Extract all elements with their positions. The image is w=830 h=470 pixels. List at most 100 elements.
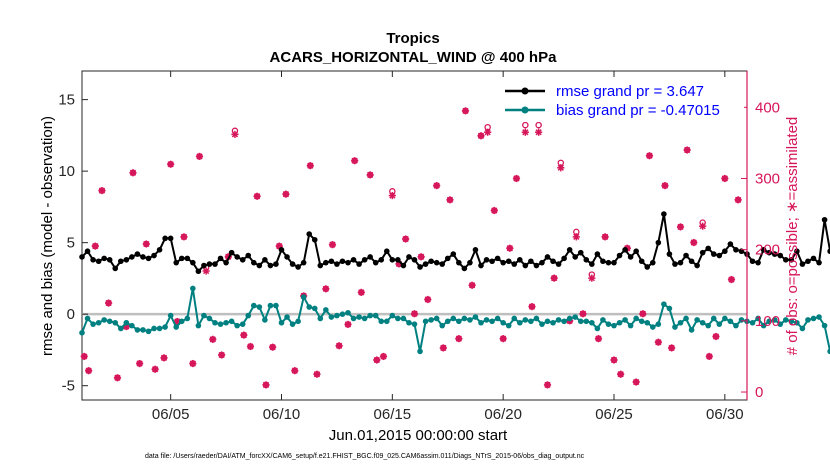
bias-point <box>106 318 113 325</box>
rmse-point <box>372 259 379 266</box>
obs-assimilated-point <box>410 310 419 318</box>
bias-point <box>334 312 340 319</box>
asterisk-stroke <box>418 253 425 260</box>
y-tick-label: 10 <box>58 163 75 180</box>
rmse-point <box>810 255 817 262</box>
bias-point <box>611 322 617 329</box>
rmse-point <box>339 258 346 265</box>
asterisk-stroke <box>105 299 112 307</box>
obs-assimilated-point <box>528 303 536 311</box>
bias-point <box>821 322 828 329</box>
bias-point <box>788 318 795 325</box>
rmse-point <box>356 261 362 267</box>
obs-assimilated-point <box>439 344 447 352</box>
rmse-point <box>561 255 567 262</box>
rmse-point <box>478 262 484 269</box>
obs-assimilated-point <box>246 342 255 351</box>
bias-point <box>145 328 152 335</box>
rmse-point <box>256 262 263 269</box>
bias-point <box>472 314 479 320</box>
bias-point <box>794 319 800 326</box>
bias-point <box>311 305 318 312</box>
obs-assimilated-point <box>610 356 618 364</box>
rmse-point <box>533 262 540 269</box>
obs-assimilated-point <box>98 186 106 195</box>
asterisk-stroke <box>455 335 462 342</box>
rmse-point <box>583 257 590 263</box>
obs-assimilated-point <box>167 160 175 168</box>
rmse-point <box>433 259 440 266</box>
bias-point <box>239 321 246 327</box>
asterisk-stroke <box>336 342 343 349</box>
obs-assimilated-point <box>535 128 543 136</box>
obs-assimilated-point <box>676 223 685 231</box>
obs-assimilated-point <box>588 274 596 282</box>
asterisk-stroke <box>610 356 618 364</box>
asterisk-stroke <box>573 233 580 240</box>
rmse-point <box>727 241 734 247</box>
bias-point <box>433 315 440 322</box>
rmse-point <box>821 216 828 223</box>
rmse-point <box>90 257 96 263</box>
obs-assimilated-point <box>282 190 290 198</box>
rmse-point <box>716 252 723 259</box>
bias-point <box>749 319 756 326</box>
asterisk-stroke <box>114 374 121 381</box>
rmse-point <box>228 249 235 256</box>
bias-point <box>805 317 811 323</box>
bias-point <box>483 317 490 323</box>
bias-point <box>522 317 529 323</box>
obs-assimilated-point <box>550 274 558 282</box>
bias-point <box>123 319 130 326</box>
asterisk-stroke <box>174 318 181 325</box>
legend-rmse-swatch-marker <box>521 87 529 95</box>
bias-point <box>289 321 296 327</box>
asterisk-stroke <box>253 193 261 200</box>
obs-assimilated-point <box>142 240 150 248</box>
rmse-point <box>334 261 340 267</box>
obs-assimilated-point <box>424 295 432 304</box>
asterisk-stroke <box>351 157 358 164</box>
rmse-point <box>190 259 196 266</box>
asterisk-stroke <box>690 239 697 246</box>
obs-assimilated-point <box>351 157 359 165</box>
bias-point <box>777 321 784 327</box>
rmse-point <box>722 248 728 255</box>
bias-point <box>478 319 484 326</box>
rmse-point <box>771 251 778 257</box>
bias-point <box>583 318 590 325</box>
bias-point <box>539 321 545 327</box>
rmse-point <box>389 257 396 263</box>
bias-point <box>594 325 601 332</box>
asterisk-stroke <box>551 275 558 282</box>
obs-assimilated-point <box>661 182 669 190</box>
rmse-point <box>594 251 601 257</box>
obs-assimilated-point <box>328 241 337 249</box>
bias-point <box>234 322 240 329</box>
obs-assimilated-point <box>468 281 476 289</box>
obs-assimilated-point <box>499 335 507 343</box>
bias-point <box>112 319 119 326</box>
rmse-point <box>544 254 551 260</box>
asterisk-stroke <box>557 164 564 171</box>
obs-assimilated-point <box>313 370 321 378</box>
asterisk-stroke <box>389 192 396 199</box>
bias-point <box>555 317 562 323</box>
bias-point <box>755 315 761 322</box>
rmse-point <box>516 257 523 263</box>
asterisk-stroke <box>322 285 329 292</box>
asterisk-stroke <box>269 344 276 351</box>
rmse-point <box>295 264 301 270</box>
obs-assimilated-point <box>322 285 330 293</box>
rmse-point <box>699 249 706 256</box>
bias-point <box>444 318 451 325</box>
y-tick-right-label: 0 <box>755 384 763 401</box>
bias-point <box>760 322 767 329</box>
asterisk-stroke <box>706 353 713 360</box>
bias-point <box>156 325 163 332</box>
bias-point <box>284 314 290 320</box>
obs-assimilated-point <box>699 222 707 230</box>
obs-assimilated-point <box>306 162 314 170</box>
bias-point <box>245 312 252 319</box>
rmse-point <box>472 247 479 253</box>
